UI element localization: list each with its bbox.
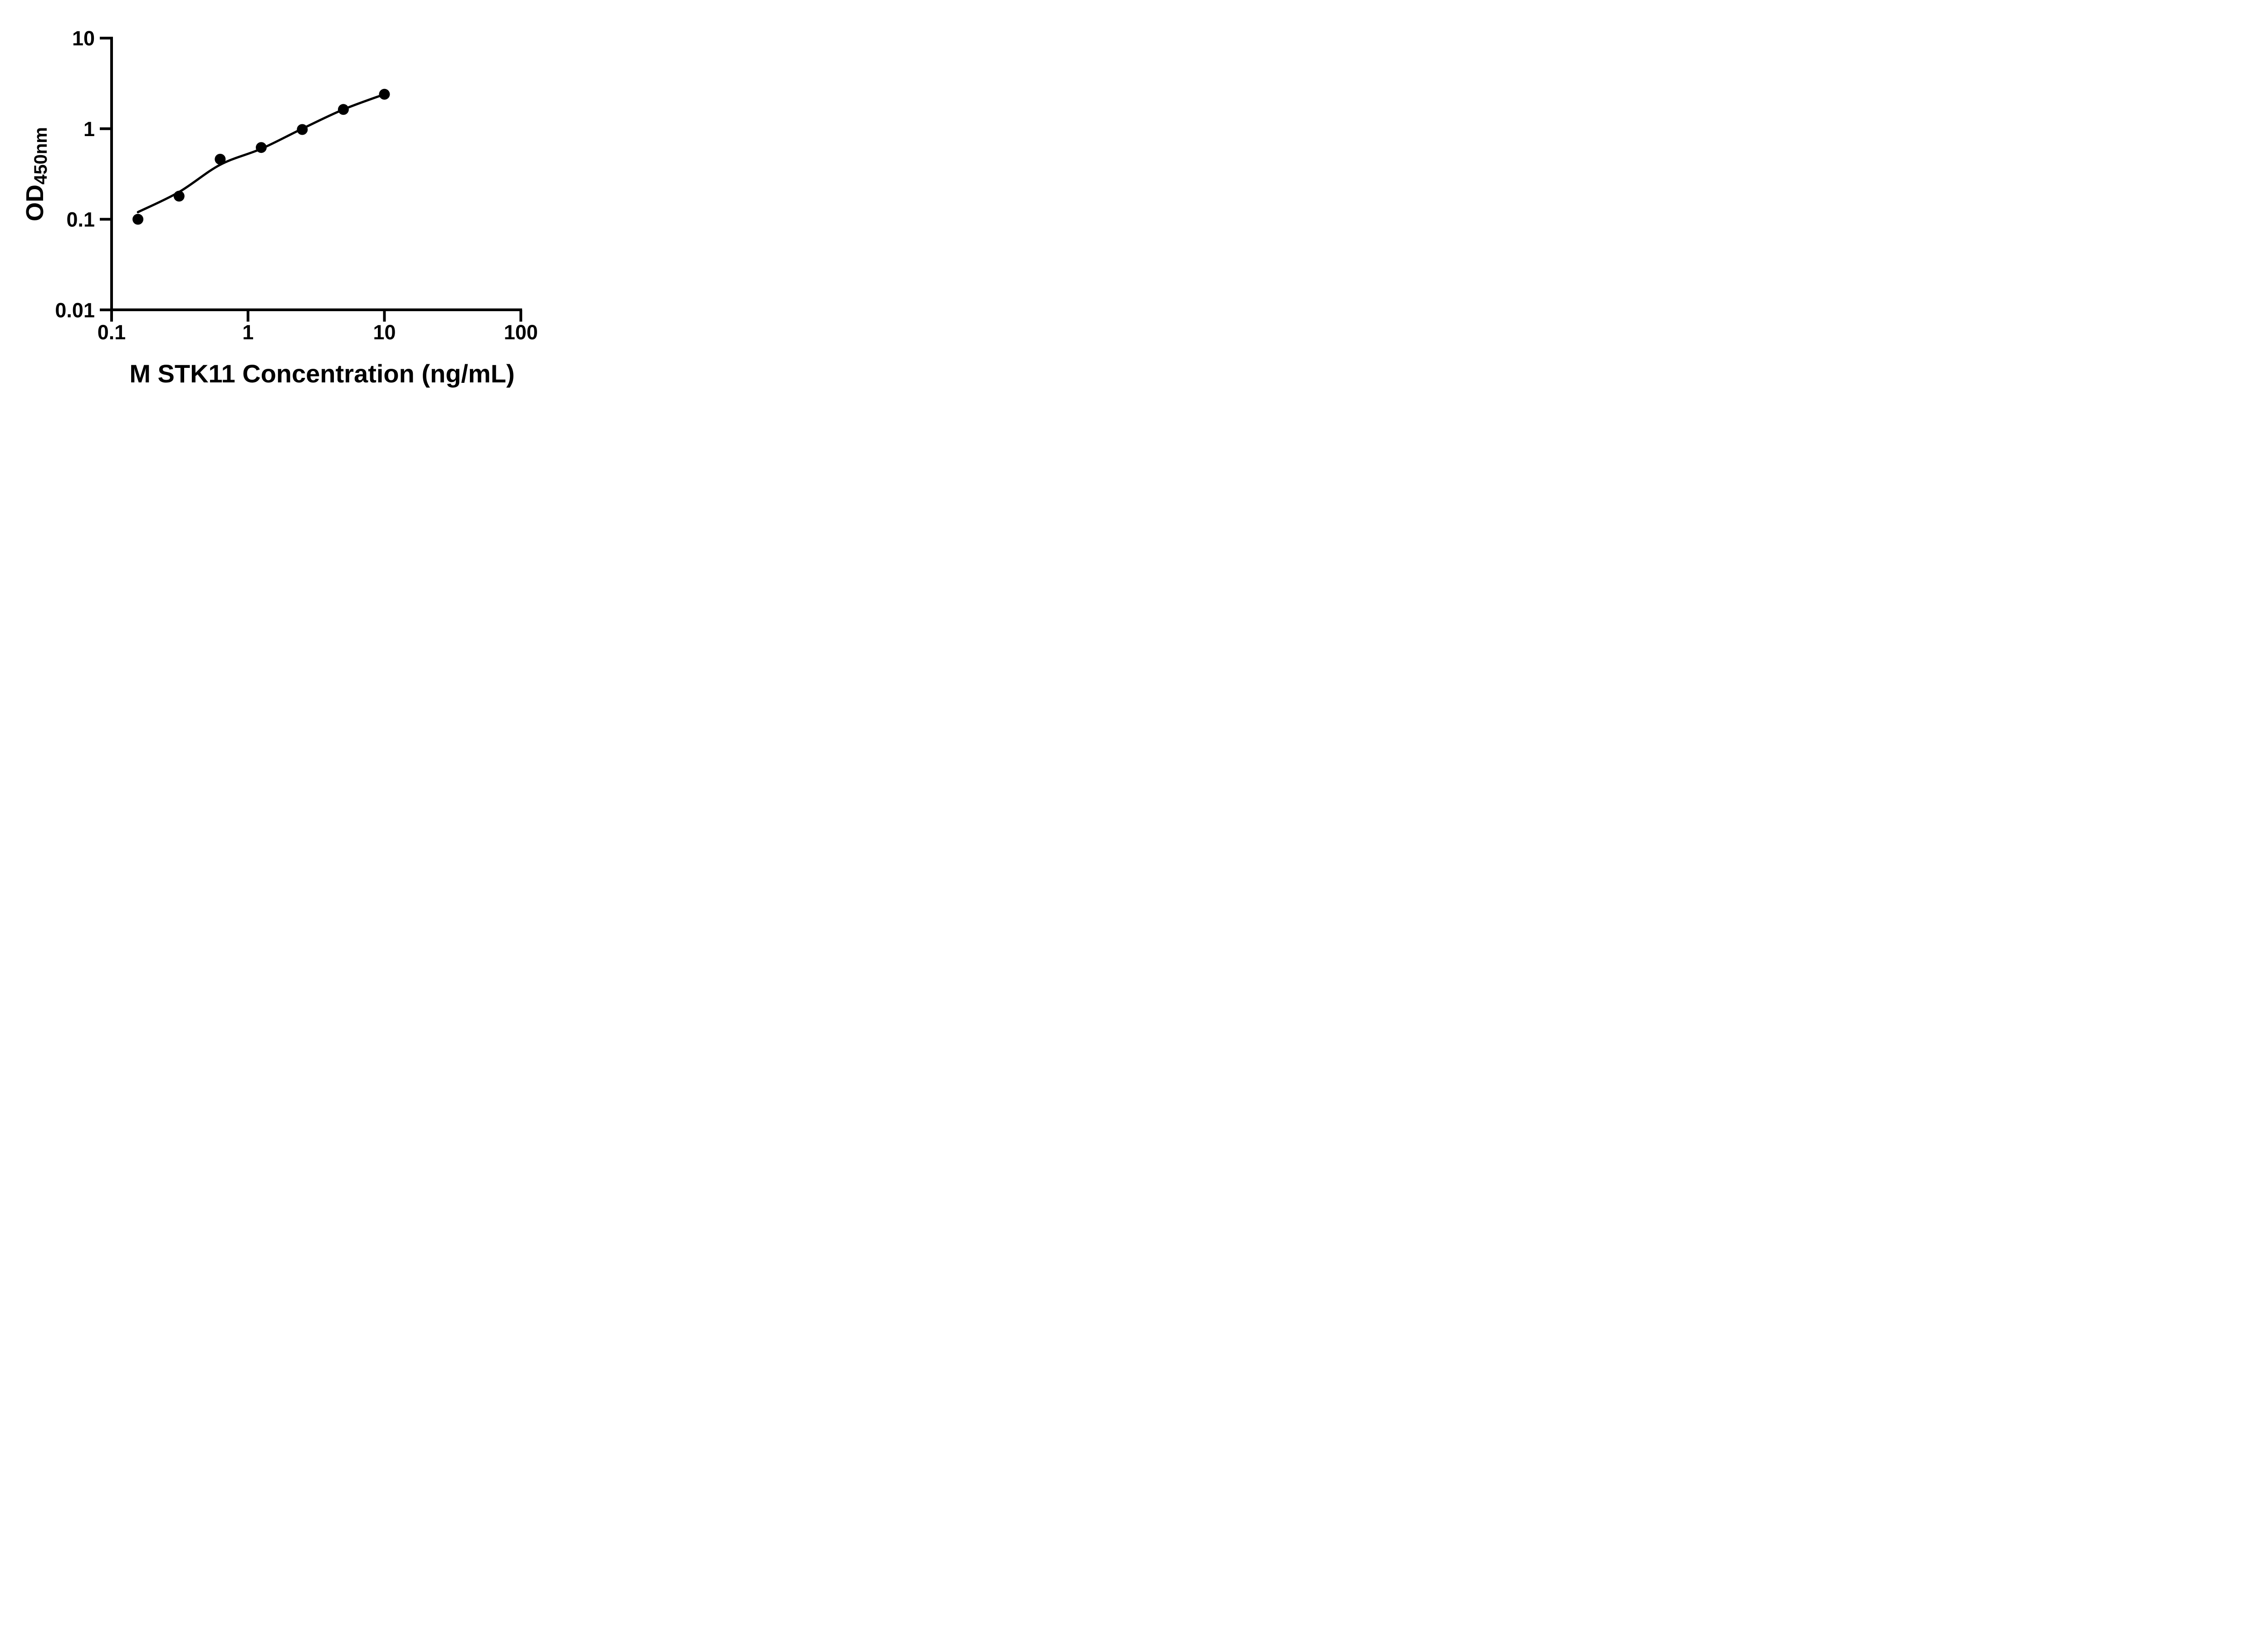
y-axis-title: OD450nm <box>21 127 51 221</box>
data-point-marker <box>255 142 267 153</box>
data-point-marker <box>338 104 349 115</box>
axis-ticks <box>100 37 523 322</box>
y-tick-label: 0.1 <box>66 208 95 231</box>
data-point-marker <box>297 124 308 135</box>
data-point-marker <box>132 214 144 225</box>
data-points <box>132 88 390 225</box>
x-tick-label: 1 <box>242 321 254 344</box>
y-tick-label: 0.01 <box>55 298 95 322</box>
data-point-marker <box>215 154 226 165</box>
x-tick-label: 100 <box>504 321 538 344</box>
figure: 10 1 0.1 0.01 0.1 1 10 100 M STK11 Concentratio… <box>0 0 583 408</box>
y-tick-label: 1 <box>83 117 95 141</box>
data-point-marker <box>379 88 390 100</box>
x-tick-label: 0.1 <box>98 321 126 344</box>
x-tick-label: 10 <box>373 321 396 344</box>
y-tick-label: 10 <box>72 27 95 50</box>
data-point-marker <box>173 191 185 202</box>
axes <box>110 37 522 311</box>
x-axis-title: M STK11 Concentration (ng/mL) <box>129 359 514 388</box>
